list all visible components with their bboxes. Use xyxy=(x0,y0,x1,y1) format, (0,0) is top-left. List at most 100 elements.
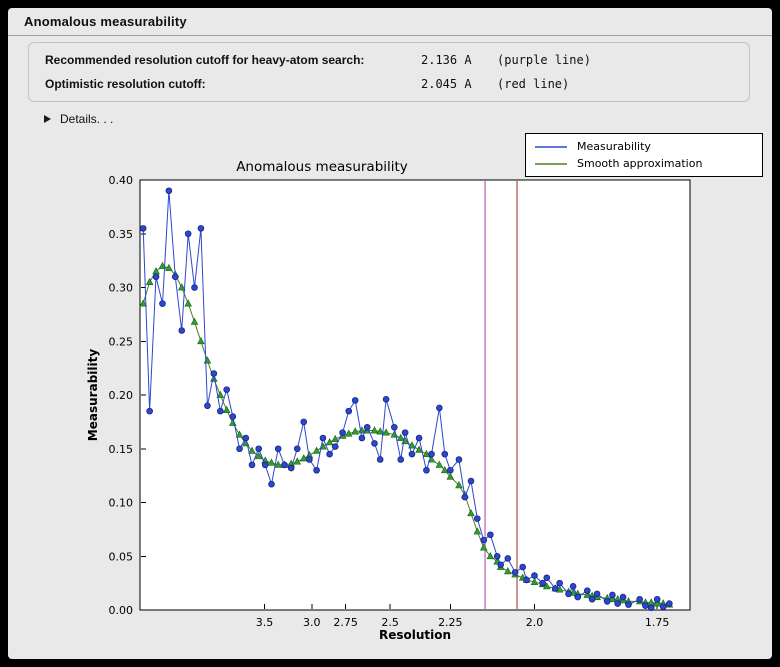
circle-marker xyxy=(467,477,475,485)
circle-marker xyxy=(583,587,591,594)
circle-marker xyxy=(428,450,435,458)
circle-marker xyxy=(248,461,256,469)
circle-marker xyxy=(625,601,632,608)
chart-title: Anomalous measurability xyxy=(236,159,408,175)
triangle-marker xyxy=(267,458,276,466)
circle-marker xyxy=(376,456,384,463)
triangle-marker xyxy=(197,337,205,345)
circle-marker xyxy=(319,434,327,442)
circle-marker xyxy=(609,591,616,599)
x-tick-label: 2.5 xyxy=(381,616,399,629)
circle-marker xyxy=(391,423,398,431)
circle-marker xyxy=(229,413,237,420)
triangle-marker xyxy=(422,449,431,458)
triangle-marker xyxy=(479,543,488,551)
triangle-marker xyxy=(325,438,334,446)
info-row-recommended: Recommended resolution cutoff for heavy-… xyxy=(45,53,741,71)
circle-marker xyxy=(447,466,454,474)
circle-marker xyxy=(574,593,582,601)
circle-marker xyxy=(636,595,643,603)
circle-marker xyxy=(281,461,288,469)
x-tick-label: 2.75 xyxy=(333,616,358,629)
circle-marker xyxy=(588,595,596,603)
circle-marker xyxy=(556,579,563,587)
circle-marker xyxy=(659,603,667,611)
legend-label-measurability: Measurability xyxy=(577,140,651,153)
circle-marker xyxy=(497,561,504,569)
triangle-marker xyxy=(351,427,359,435)
triangle-marker xyxy=(184,299,192,307)
x-axis-label: Resolution xyxy=(379,628,451,642)
y-tick-label: 0.30 xyxy=(109,282,134,295)
circle-marker xyxy=(210,370,218,377)
circle-marker xyxy=(543,574,551,582)
circle-marker xyxy=(287,464,295,472)
y-tick-label: 0.15 xyxy=(109,443,134,456)
circle-marker xyxy=(191,284,198,291)
triangle-marker xyxy=(408,441,416,449)
circle-marker xyxy=(519,563,526,571)
info-row-optimistic: Optimistic resolution cutoff: 2.045 A (r… xyxy=(45,77,741,95)
cutoff-info-panel: Recommended resolution cutoff for heavy-… xyxy=(28,42,750,102)
circle-marker xyxy=(165,187,173,195)
circle-marker xyxy=(551,585,559,592)
triangle-marker xyxy=(435,460,444,468)
circle-marker xyxy=(197,225,205,232)
circle-marker xyxy=(152,273,160,281)
circle-marker xyxy=(371,440,378,447)
circle-marker xyxy=(441,450,449,458)
circle-marker xyxy=(326,450,333,458)
triangle-marker xyxy=(165,263,173,272)
circle-marker xyxy=(647,604,655,612)
triangle-marker xyxy=(446,472,455,480)
triangle-marker xyxy=(653,599,661,607)
circle-marker xyxy=(493,552,501,560)
circle-marker xyxy=(619,593,627,601)
circle-marker xyxy=(642,602,649,609)
y-tick-label: 0.00 xyxy=(109,604,134,617)
circle-marker xyxy=(331,443,339,450)
triangle-marker xyxy=(235,430,244,438)
triangle-marker xyxy=(216,390,225,398)
circle-marker xyxy=(523,576,530,584)
optimistic-cutoff-note: (red line) xyxy=(497,77,570,91)
plot-layer: 0.00 0.05 0.10 0.15 0.20 0.25 0.30 0.35 0.40 3.5 3… xyxy=(109,174,691,629)
circle-marker xyxy=(358,434,366,442)
circle-marker xyxy=(300,418,308,426)
measurability-chart: 0.00 0.05 0.10 0.15 0.20 0.25 0.30 0.35 0.40 3.5 3… xyxy=(86,159,691,642)
triangle-marker xyxy=(248,446,256,454)
y-tick-label: 0.25 xyxy=(109,335,134,348)
triangle-marker xyxy=(608,595,617,603)
triangle-marker xyxy=(222,405,231,413)
details-disclosure[interactable]: Details. . . xyxy=(44,111,113,127)
triangle-marker xyxy=(382,428,390,436)
circle-marker xyxy=(217,407,224,415)
circle-marker xyxy=(614,600,621,607)
anomalous-measurability-panel: Anomalous measurability Recommended reso… xyxy=(8,8,772,659)
circle-marker xyxy=(593,590,601,598)
triangle-marker xyxy=(344,429,353,437)
circle-marker xyxy=(274,445,282,453)
y-tick-label: 0.05 xyxy=(109,550,134,563)
y-tick-label: 0.20 xyxy=(109,389,134,402)
circle-marker xyxy=(159,300,166,307)
triangle-marker xyxy=(415,445,423,453)
triangle-marker xyxy=(177,283,186,291)
circle-marker xyxy=(603,598,611,605)
triangle-marker xyxy=(504,567,512,575)
triangle-marker xyxy=(396,433,405,441)
chart-legend: Measurability Smooth approximation xyxy=(525,133,763,177)
circle-marker xyxy=(339,429,346,436)
smooth-approximation-line-sample-icon xyxy=(535,162,567,165)
circle-marker xyxy=(146,407,153,415)
triangle-marker xyxy=(473,527,482,535)
optimistic-cutoff-label: Optimistic resolution cutoff: xyxy=(45,77,206,91)
circle-marker xyxy=(653,595,661,603)
disclosure-triangle-icon xyxy=(44,115,51,123)
y-tick-label: 0.35 xyxy=(109,228,134,241)
circle-marker xyxy=(223,386,230,393)
legend-entry-smooth-approximation: Smooth approximation xyxy=(534,155,754,172)
circle-marker xyxy=(401,429,409,436)
triangle-marker xyxy=(293,457,302,465)
